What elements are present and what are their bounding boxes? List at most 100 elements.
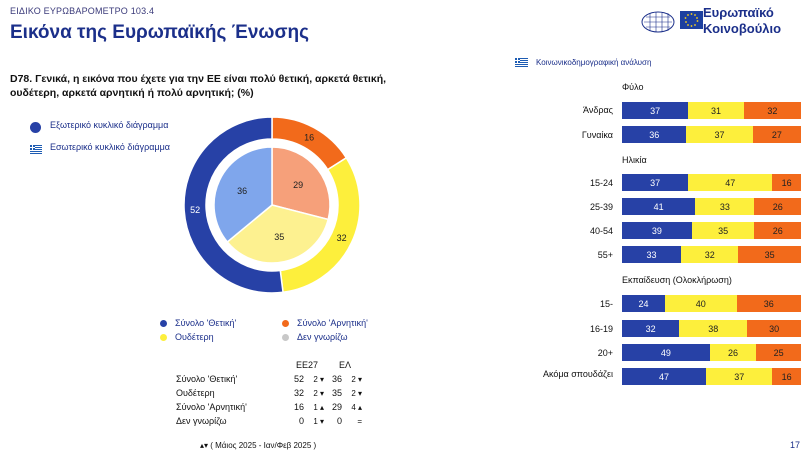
bar-segment-negative: 32 [743,102,801,119]
bar-segment-neutral: 35 [691,222,755,239]
bar-segment-neutral: 47 [688,174,773,191]
eu-value: 52 [293,374,304,384]
gr-change: 4 ▴ [351,402,362,412]
page-title: Εικόνα της Ευρωπαϊκής Ένωσης [10,22,309,43]
eu-value: 16 [293,402,304,412]
gr-value: 29 [331,402,342,412]
legend-negative: Σύνολο 'Αρνητική' [282,318,368,328]
stacked-bar: 33 32 35 [622,246,801,263]
bar-segment-neutral: 31 [688,102,744,119]
legend-dont-know: Δεν γνωρίζω [282,332,348,342]
summary-row-label: Δεν γνωρίζω [176,416,227,426]
outer-slice-positive [183,116,284,294]
legend-dont-know-label: Δεν γνωρίζω [297,332,348,342]
logo-line-2: Κοινοβούλιο [703,21,782,36]
bar-segment-positive: 37 [622,102,689,119]
section-title-gender: Φύλο [622,82,644,92]
gr-change: 2 ▾ [351,388,362,398]
gr-value: 36 [331,374,342,384]
report-label: ΕΙΔΙΚΟ ΕΥΡΩΒΑΡΟΜΕΤΡΟ 103.4 [10,6,155,16]
row-label: 15-24 [589,178,613,188]
gr-value: 35 [331,388,342,398]
summary-row-label: Σύνολο 'Αρνητική' [176,402,247,412]
legend-positive: Σύνολο 'Θετική' [160,318,236,328]
inner-ring [213,146,331,264]
stacked-bar: 49 26 25 [622,344,801,361]
eu-flag-icon [680,11,703,29]
inner-label-negative: 29 [293,180,303,190]
greek-flag-icon [515,58,528,67]
page-number: 17 [790,440,801,450]
bar-segment-neutral: 33 [695,198,755,215]
bar-segment-positive: 24 [622,295,665,312]
legend-neutral: Ουδέτερη [160,332,214,342]
outer-label-positive: 52 [190,205,200,215]
question-text: D78. Γενικά, η εικόνα που έχετε για την … [10,73,387,99]
bar-segment-positive: 49 [622,344,710,361]
logo-wordmark: Ευρωπαϊκό Κοινοβούλιο [703,5,781,37]
bar-segment-positive: 39 [622,222,692,239]
summary-row: Δεν γνωρίζω 0 1 ▾ 0 = [174,414,364,428]
legend-inner-ring: Εσωτερικό κυκλικό διάγραμμα [30,142,180,154]
row-label: 20+ [597,348,613,358]
inner-slice-positive [213,146,273,244]
legend-positive-label: Σύνολο 'Θετική' [175,318,237,328]
row-label: 55+ [597,250,613,260]
neutral-dot-icon [160,333,167,341]
eu-value: 32 [293,388,304,398]
outer-ring [183,116,361,294]
stacked-bar: 24 40 36 [622,295,801,312]
inner-slice-neutral [226,204,330,264]
bar-segment-neutral: 32 [681,246,739,263]
inner-label-neutral: 35 [274,232,284,242]
donut-chart: 16 32 52 29 35 36 [183,116,361,294]
change-footnote: ▴▾ ( Μάιος 2025 - Ιαν/Φεβ 2025 ) [200,441,317,450]
inner-label-positive: 36 [237,186,247,196]
outer-label-neutral: 32 [337,233,347,243]
stacked-bar: 32 38 30 [622,320,801,337]
bar-segment-positive: 32 [622,320,680,337]
bar-segment-neutral: 37 [706,368,773,385]
stacked-bar: 47 37 16 [622,368,801,385]
eu-change: 2 ▾ [313,374,324,384]
legend-neutral-label: Ουδέτερη [175,332,214,342]
positive-dot-icon [160,319,167,327]
summary-row-label: Ουδέτερη [176,388,215,398]
stacked-bar: 39 35 26 [622,222,801,239]
sociodemo-label: Κοινωνικοδημογραφική ανάλυση [536,58,652,67]
greek-flag-icon [30,145,42,154]
eu-value: 0 [298,416,304,426]
row-label: 16-19 [589,324,613,334]
bar-segment-negative: 30 [747,320,801,337]
legend-outer-label: Εξωτερικό κυκλικό διάγραμμα [50,120,169,130]
summary-row: Σύνολο 'Αρνητική' 16 1 ▴ 29 4 ▴ [174,400,364,414]
outer-ring-dot-icon [30,122,41,133]
bar-segment-negative: 25 [756,344,801,361]
inner-slice-negative [271,146,331,221]
bar-segment-negative: 16 [772,174,801,191]
section-title-age: Ηλικία [622,155,647,165]
gr-change: 2 ▾ [351,374,362,384]
parliament-building-icon [641,11,675,33]
bar-segment-negative: 16 [772,368,801,385]
row-label: Άνδρας [582,105,613,115]
legend-negative-label: Σύνολο 'Αρνητική' [297,318,368,328]
gr-change: = [357,416,362,426]
bar-segment-neutral: 37 [686,126,753,143]
eu-change: 1 ▴ [313,402,324,412]
summary-header-row: ΕΕ27 ΕΛ [174,358,364,372]
summary-row-label: Σύνολο 'Θετική' [176,374,238,384]
bar-segment-negative: 36 [736,295,801,312]
row-label: Ακόμα σπουδάζει [542,369,613,379]
bar-segment-neutral: 38 [679,320,748,337]
bar-segment-positive: 41 [622,198,696,215]
bar-segment-positive: 47 [622,368,707,385]
stacked-bar: 36 37 27 [622,126,801,143]
bar-segment-negative: 35 [738,246,801,263]
section-title-education: Εκπαίδευση (Ολοκλήρωση) [622,275,732,285]
stacked-bar: 37 47 16 [622,174,801,191]
donut-labels: 16 32 52 29 35 36 [190,133,347,243]
row-label: 25-39 [589,202,613,212]
gr-value: 0 [336,416,342,426]
bar-segment-neutral: 26 [709,344,757,361]
